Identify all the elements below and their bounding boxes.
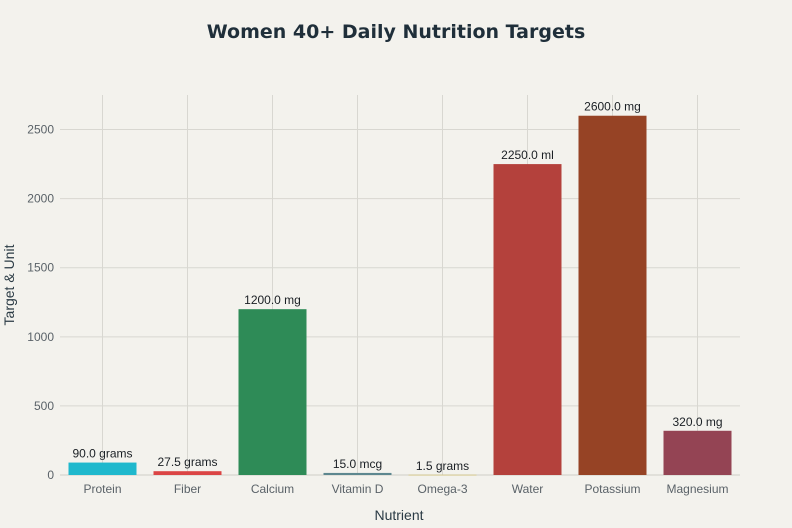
data-labels-group: 90.0 grams 27.5 grams 1200.0 mg 15.0 mcg 1.5…: [72, 100, 722, 473]
data-label: 1200.0 mg: [244, 293, 301, 307]
data-label: 15.0 mcg: [333, 457, 382, 471]
y-tick-label: 1000: [27, 330, 54, 344]
bar-vitamin-d[interactable]: [323, 472, 392, 475]
y-axis-title: Target & Unit: [1, 244, 17, 325]
x-tick-label: Water: [512, 482, 544, 496]
x-axis-title: Nutrient: [374, 507, 423, 523]
bar-magnesium[interactable]: [663, 430, 732, 475]
y-tick-label: 1500: [27, 261, 54, 275]
bar-protein[interactable]: [68, 462, 137, 475]
x-tick-label: Vitamin D: [332, 482, 384, 496]
chart-title: Women 40+ Daily Nutrition Targets: [207, 21, 586, 43]
y-tick-label: 500: [34, 399, 54, 413]
bar-omega-3[interactable]: [408, 474, 477, 476]
bar-fiber[interactable]: [153, 471, 222, 475]
bars-group: [68, 115, 732, 476]
x-tick-label: Magnesium: [666, 482, 728, 496]
data-label: 2600.0 mg: [584, 100, 641, 114]
bar-potassium[interactable]: [578, 115, 647, 476]
data-label: 320.0 mg: [672, 415, 722, 429]
data-label: 90.0 grams: [72, 447, 132, 461]
data-label: 2250.0 ml: [501, 148, 554, 162]
x-axis-ticks: Protein Fiber Calcium Vitamin D Omega-3 Water…: [83, 482, 728, 496]
y-tick-label: 0: [47, 468, 54, 482]
x-tick-label: Potassium: [584, 482, 640, 496]
bar-water[interactable]: [493, 164, 562, 475]
x-tick-label: Fiber: [174, 482, 201, 496]
bar-calcium[interactable]: [238, 309, 307, 475]
x-tick-label: Protein: [83, 482, 121, 496]
y-axis-ticks: 0 500 1000 1500 2000 2500: [27, 123, 54, 482]
x-tick-label: Calcium: [251, 482, 294, 496]
data-label: 1.5 grams: [416, 459, 469, 473]
x-tick-label: Omega-3: [417, 482, 467, 496]
y-tick-label: 2500: [27, 123, 54, 137]
data-label: 27.5 grams: [157, 455, 217, 469]
y-tick-label: 2000: [27, 192, 54, 206]
